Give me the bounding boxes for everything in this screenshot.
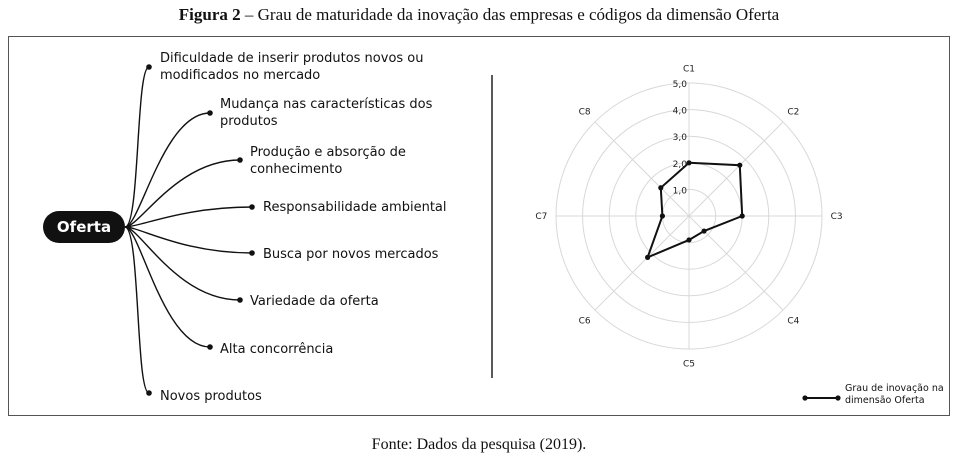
grid-spoke — [594, 215, 690, 311]
data-point-c7 — [659, 213, 666, 219]
data-point-c4 — [701, 228, 707, 234]
branch-dot — [237, 297, 243, 303]
axis-label-c4: C4 — [787, 316, 799, 326]
branch-connector — [124, 206, 253, 228]
branch-label: Mudança nas características dos produtos — [220, 97, 433, 129]
data-point-c2 — [737, 162, 743, 168]
axis-label-c6: C6 — [579, 316, 591, 326]
tick-label: 3,0 — [673, 133, 688, 143]
branch-dot — [207, 344, 213, 350]
branch-connector — [124, 226, 241, 301]
branch-dot — [146, 390, 152, 396]
branch-connector — [124, 159, 241, 228]
legend-marker — [802, 395, 841, 401]
branch-label: Dificuldade de inserir produtos novos ou… — [160, 51, 424, 83]
tick-label: 1,0 — [673, 186, 688, 196]
figure-caption: Figura 2 – Grau de maturidade da inovaçã… — [0, 5, 958, 25]
tick-label: 4,0 — [673, 107, 688, 117]
branch-connector — [124, 226, 150, 394]
source-note: Fonte: Dados da pesquisa (2019). — [371, 436, 587, 453]
branch-label: Variedade da oferta — [250, 294, 379, 309]
radar-chart: C1 C2 C3 C4 C5 C6 C7 C8 1,0 2,0 3,0 4,0 5,0 — [535, 64, 842, 369]
branch-connector — [124, 226, 211, 348]
grid-spoke — [688, 121, 784, 217]
branch-dot — [237, 157, 243, 163]
axis-label-c2: C2 — [787, 108, 799, 118]
figure-frame — [8, 36, 950, 416]
caption-prefix: Figura 2 — [178, 5, 241, 24]
branch-dot — [249, 250, 255, 256]
branch-label: Alta concorrência — [220, 342, 334, 357]
data-point-c6 — [645, 254, 651, 260]
mindmap-connectors — [124, 64, 255, 396]
axis-label-c8: C8 — [579, 108, 591, 118]
branch-label: Busca por novos mercados — [263, 247, 439, 262]
branch-dot — [207, 110, 213, 116]
tick-label: 5,0 — [673, 80, 688, 90]
caption-title: – Grau de maturidade da inovação das emp… — [240, 5, 780, 24]
branch-dot — [249, 204, 255, 210]
branch-label: Novos produtos — [160, 389, 262, 404]
legend-label: Grau de inovação na dimensão Oferta — [845, 383, 944, 406]
center-node-oferta: Oferta — [43, 211, 125, 243]
branch-label: Responsabilidade ambiental — [263, 200, 447, 215]
branch-dot — [146, 64, 152, 70]
branch-connector — [124, 66, 150, 228]
branch-connector — [124, 112, 211, 228]
branch-connector — [124, 226, 253, 254]
grid-spoke — [594, 121, 690, 217]
axis-label-c1: C1 — [683, 64, 695, 74]
data-point-c1 — [686, 160, 692, 166]
axis-label-c5: C5 — [683, 360, 695, 370]
data-point-c3 — [739, 213, 745, 219]
branch-label: Produção e absorção de conhecimento — [250, 145, 406, 177]
data-point-c5 — [686, 237, 692, 243]
axis-label-c3: C3 — [831, 212, 843, 222]
data-point-c8 — [658, 185, 664, 191]
tick-label: 2,0 — [673, 160, 688, 170]
axis-label-c7: C7 — [535, 212, 547, 222]
